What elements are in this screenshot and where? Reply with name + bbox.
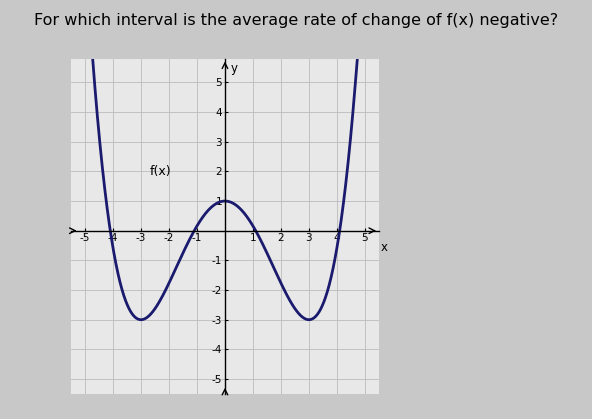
Text: f(x): f(x) xyxy=(150,165,172,178)
Text: For which interval is the average rate of change of f(x) negative?: For which interval is the average rate o… xyxy=(34,13,558,28)
Text: x: x xyxy=(380,241,387,254)
Text: y: y xyxy=(230,62,237,75)
